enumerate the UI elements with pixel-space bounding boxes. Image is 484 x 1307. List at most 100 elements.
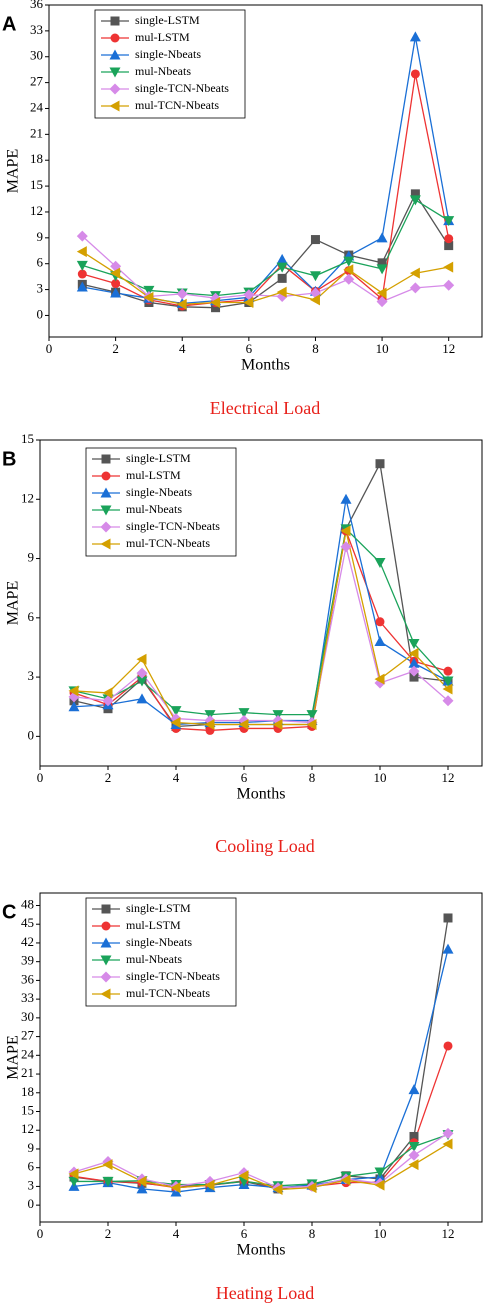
data-point [76, 230, 88, 242]
data-point [376, 296, 388, 308]
data-point [276, 286, 287, 298]
y-tick-label: 18 [30, 151, 43, 166]
y-tick-label: 48 [21, 896, 34, 911]
x-axis-title: Months [241, 357, 290, 374]
data-point [110, 287, 122, 298]
data-point [444, 241, 454, 251]
x-tick-label: 12 [442, 341, 455, 356]
legend-label: single-Nbeats [126, 935, 192, 949]
data-point [409, 282, 421, 294]
legend-label: mul-Nbeats [126, 502, 182, 516]
legend-label: mul-Nbeats [135, 64, 191, 78]
y-tick-label: 42 [21, 934, 34, 949]
data-point [374, 1167, 386, 1178]
data-point [76, 260, 88, 271]
data-point [376, 232, 388, 243]
y-tick-label: 18 [21, 1084, 34, 1099]
data-point [170, 706, 182, 717]
legend-label: single-TCN-Nbeats [135, 81, 229, 95]
data-point [68, 1168, 79, 1180]
data-point [243, 289, 255, 301]
data-point [343, 273, 355, 285]
y-tick-label: 33 [30, 22, 43, 37]
data-point [143, 291, 154, 303]
x-tick-label: 10 [376, 341, 389, 356]
data-point [176, 288, 188, 300]
x-tick-label: 2 [105, 1226, 112, 1241]
legend-marker [109, 67, 121, 78]
legend-label: mul-TCN-Nbeats [135, 98, 219, 112]
series-line [73, 1143, 449, 1191]
data-point [409, 195, 421, 206]
data-point [211, 303, 221, 313]
data-point [68, 685, 79, 697]
data-point [136, 653, 147, 665]
y-tick-label: 39 [21, 953, 34, 968]
legend-marker [101, 454, 111, 464]
data-point [443, 216, 455, 227]
x-tick-label: 6 [241, 1226, 248, 1241]
data-point [408, 1149, 420, 1161]
legend-marker [109, 100, 120, 112]
y-axis-title: MAPE [5, 581, 22, 625]
data-point [309, 294, 320, 306]
legend-label: single-Nbeats [126, 485, 192, 499]
data-point [102, 1159, 113, 1171]
y-tick-label: 3 [28, 668, 35, 683]
legend-marker [100, 971, 112, 983]
data-point [306, 719, 317, 731]
data-point [444, 234, 454, 244]
data-point [442, 1138, 453, 1150]
data-point [238, 719, 249, 731]
data-point [410, 189, 420, 199]
series-line [73, 1045, 449, 1189]
series-line [74, 1133, 449, 1187]
legend-marker [100, 538, 111, 550]
data-point [409, 672, 419, 682]
x-tick-label: 8 [309, 1226, 316, 1241]
x-tick-label: 0 [37, 770, 44, 785]
data-point [238, 1170, 249, 1182]
y-axis-title: MAPE [5, 149, 22, 193]
data-point [409, 267, 420, 279]
y-tick-label: 27 [30, 74, 44, 89]
y-tick-label: 9 [28, 1140, 35, 1155]
data-point [306, 710, 318, 721]
y-tick-label: 6 [37, 255, 44, 270]
data-point [443, 913, 453, 923]
data-point [340, 541, 352, 553]
legend-marker [101, 471, 111, 481]
data-point [277, 273, 287, 283]
data-point [374, 636, 386, 647]
data-point [409, 31, 421, 42]
data-point [408, 639, 420, 650]
data-point [143, 285, 155, 296]
plot-frame [39, 439, 483, 767]
x-tick-label: 6 [246, 341, 253, 356]
plot-frame [48, 4, 483, 338]
data-point [204, 719, 215, 731]
data-point [170, 1182, 181, 1194]
legend-marker [101, 904, 111, 914]
series-line [73, 528, 449, 732]
x-tick-label: 0 [46, 341, 53, 356]
caption: Electrical Load [210, 398, 320, 418]
series-line [73, 530, 449, 726]
y-tick-label: 15 [30, 177, 43, 192]
data-point [442, 695, 454, 707]
legend-label: single-TCN-Nbeats [126, 519, 220, 533]
data-point [136, 1183, 148, 1194]
data-point [443, 261, 454, 273]
data-point [408, 1084, 420, 1095]
data-point [136, 667, 148, 679]
legend-label: mul-LSTM [126, 468, 181, 482]
y-tick-label: 3 [28, 1177, 35, 1192]
y-tick-label: 33 [21, 990, 34, 1005]
legend-label: mul-Nbeats [126, 952, 182, 966]
data-point [340, 1174, 351, 1186]
legend-marker [101, 921, 111, 931]
data-point [374, 557, 386, 568]
y-tick-label: 15 [21, 431, 34, 446]
x-tick-label: 2 [105, 770, 112, 785]
